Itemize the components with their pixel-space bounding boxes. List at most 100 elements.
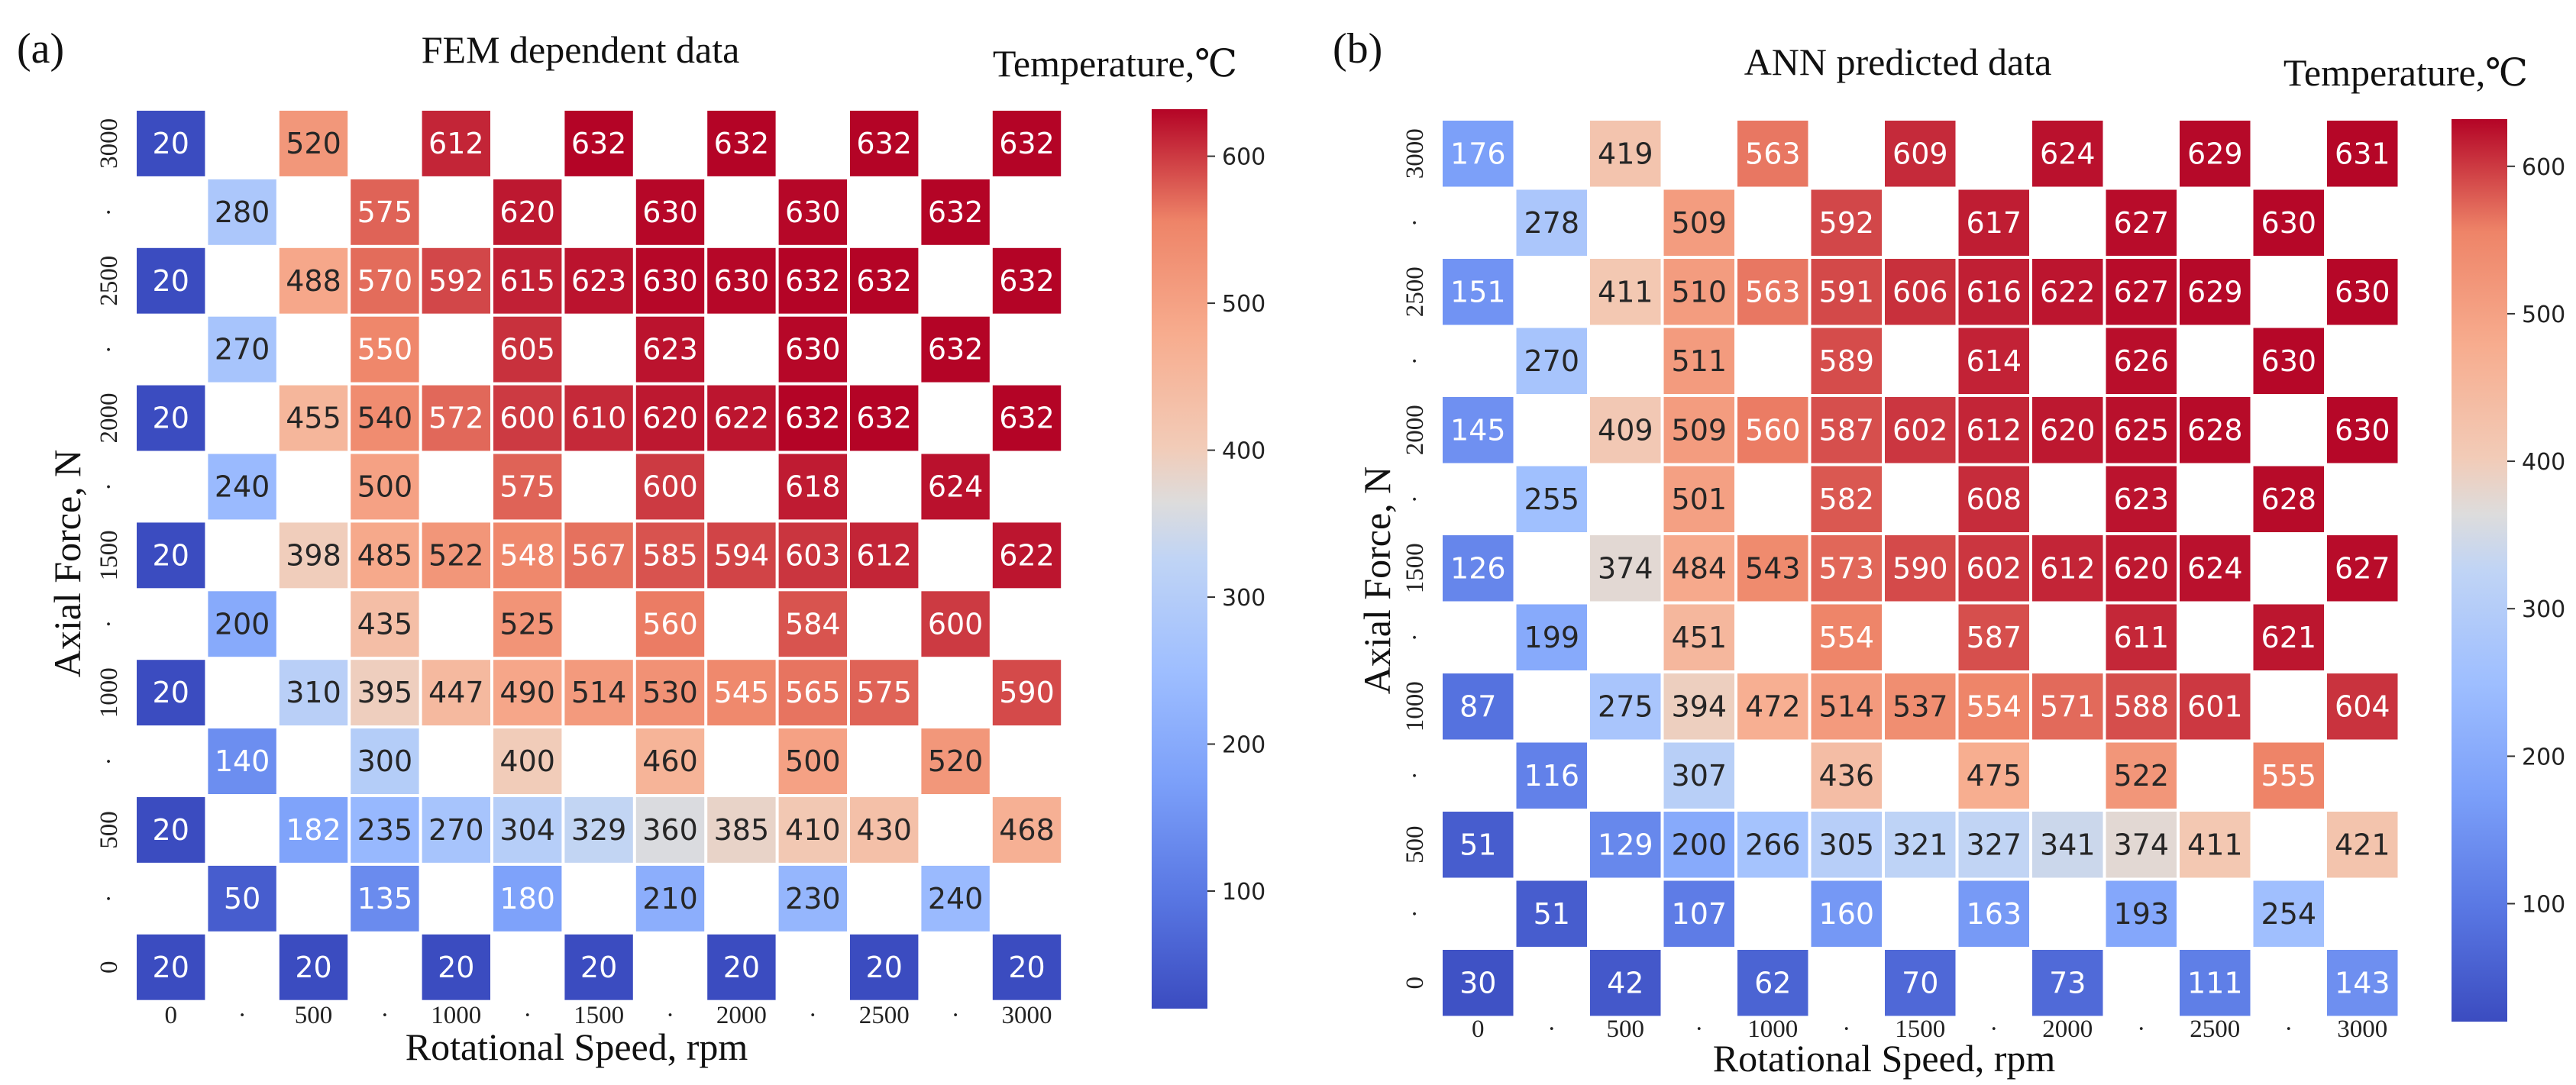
heatmap-cell	[1885, 535, 1956, 602]
heatmap-cell	[351, 316, 419, 383]
heatmap-cell	[564, 660, 633, 726]
cell-value-label: 140	[215, 744, 270, 778]
heatmap-cell	[137, 385, 205, 451]
cell-value-label: 145	[1450, 413, 1506, 447]
cell-value-label: 554	[1967, 689, 2022, 723]
cell-value-label: 575	[856, 676, 912, 709]
x-tick-label: ·	[523, 1002, 532, 1029]
panel-a-colorbar-ticks: 100 200 300 400 500 600	[1207, 144, 1265, 906]
heatmap-cell	[2253, 328, 2324, 394]
cell-value-label: 395	[357, 676, 413, 709]
heatmap-cell	[351, 660, 419, 726]
heatmap-cell	[778, 316, 847, 383]
panel-b-title: ANN predicted data	[1744, 40, 2052, 83]
heatmap-cell	[493, 522, 562, 589]
cell-value-label: 307	[1672, 759, 1728, 793]
heatmap-cell	[493, 247, 562, 314]
x-tick-label: ·	[2137, 1016, 2145, 1043]
heatmap-cell	[1811, 397, 1882, 463]
cell-value-label: 632	[785, 402, 841, 435]
cell-value-label: 520	[928, 744, 984, 778]
cell-value-label: 20	[580, 951, 617, 984]
heatmap-cell	[1737, 397, 1808, 463]
cell-value-label: 587	[1967, 621, 2022, 654]
heatmap-cell	[992, 385, 1062, 451]
y-tick-label: 3000	[1401, 128, 1429, 179]
heatmap-cell	[921, 865, 990, 932]
heatmap-cell	[564, 934, 633, 1000]
heatmap-cell	[279, 522, 348, 589]
heatmap-cell	[1958, 535, 2029, 602]
cell-value-label: 555	[2261, 759, 2317, 793]
cell-value-label: 280	[215, 195, 270, 229]
cell-value-label: 575	[357, 195, 413, 229]
cell-value-label: 270	[428, 813, 484, 847]
cell-value-label: 572	[428, 402, 484, 435]
heatmap-cell	[2253, 189, 2324, 256]
heatmap-cell	[279, 934, 348, 1000]
cell-value-label: 622	[2040, 275, 2096, 308]
cell-value-label: 589	[1819, 344, 1875, 378]
cell-value-label: 605	[499, 333, 555, 367]
cell-value-label: 560	[1745, 413, 1801, 447]
y-tick-label: 500	[1401, 826, 1429, 864]
x-tick-label: 2000	[2042, 1016, 2093, 1043]
heatmap-cell	[493, 179, 562, 245]
cell-value-label: 51	[1534, 897, 1570, 931]
cell-value-label: 394	[1672, 689, 1728, 723]
heatmap-cell	[1811, 466, 1882, 532]
cell-value-label: 116	[1524, 759, 1580, 793]
heatmap-cell	[850, 934, 919, 1000]
cell-value-label: 591	[1819, 275, 1875, 308]
cell-value-label: 270	[215, 333, 270, 367]
heatmap-cell	[778, 179, 847, 245]
heatmap-cell	[564, 797, 633, 863]
heatmap-cell	[1811, 673, 1882, 740]
cell-value-label: 70	[1902, 966, 1938, 999]
heatmap-cell	[137, 522, 205, 589]
cell-value-label: 545	[714, 676, 770, 709]
panel-a-colorbar	[1152, 109, 1207, 1009]
cell-value-label: 632	[856, 127, 912, 160]
cell-value-label: 570	[357, 264, 413, 298]
heatmap-cell	[1590, 121, 1661, 187]
cell-value-label: 20	[438, 951, 474, 984]
cell-value-label: 537	[1892, 689, 1948, 723]
cell-value-label: 617	[1967, 206, 2022, 240]
heatmap-cell	[1663, 189, 1734, 256]
heatmap-cell	[778, 247, 847, 314]
cell-value-label: 628	[2187, 413, 2243, 447]
heatmap-cell	[1811, 812, 1882, 878]
heatmap-cell	[351, 247, 419, 314]
heatmap-cell	[1885, 121, 1956, 187]
y-tick-label: 1000	[1401, 681, 1429, 731]
cell-value-label: 460	[642, 744, 698, 778]
colorbar-tick-label: 200	[1222, 732, 1265, 759]
heatmap-cell	[493, 865, 562, 932]
y-tick-label: ·	[1401, 633, 1429, 641]
cell-value-label: 627	[2114, 275, 2170, 308]
cell-value-label: 472	[1745, 689, 1801, 723]
heatmap-cell	[137, 797, 205, 863]
heatmap-cell	[2327, 950, 2398, 1016]
cell-value-label: 608	[1967, 483, 2022, 516]
heatmap-cell	[778, 865, 847, 932]
cell-value-label: 176	[1450, 137, 1506, 170]
cell-value-label: 199	[1524, 621, 1580, 654]
x-tick-label: 1000	[431, 1002, 481, 1029]
heatmap-cell	[422, 797, 490, 863]
heatmap-cell	[2253, 880, 2324, 947]
cell-value-label: 590	[1892, 551, 1948, 585]
heatmap-cell	[208, 591, 276, 657]
x-tick-label: ·	[2284, 1016, 2293, 1043]
heatmap-cell	[635, 865, 705, 932]
cell-value-label: 107	[1672, 897, 1728, 931]
cell-value-label: 374	[2114, 828, 2170, 861]
heatmap-cell	[422, 247, 490, 314]
cell-value-label: 600	[928, 607, 984, 641]
heatmap-cell	[493, 797, 562, 863]
heatmap-cell	[635, 247, 705, 314]
heatmap-cell	[707, 934, 776, 1000]
heatmap-cell	[1516, 604, 1587, 670]
